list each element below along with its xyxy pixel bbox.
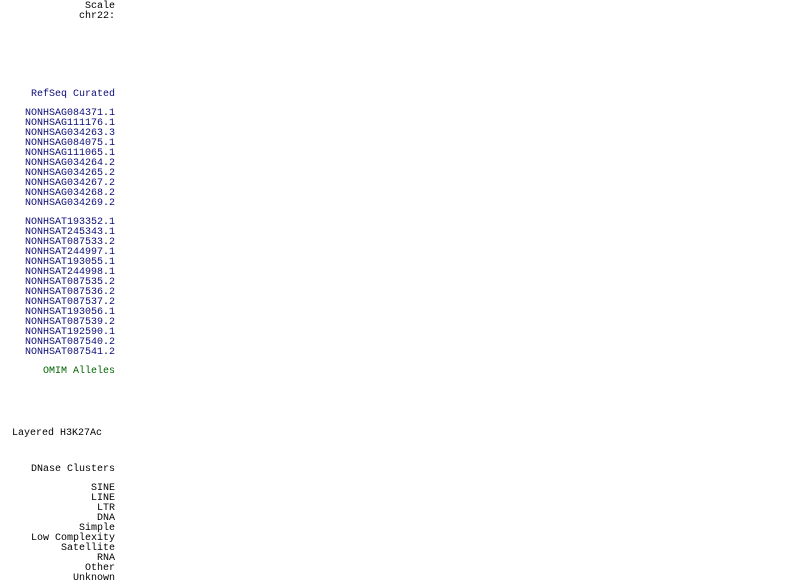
repeat-class-label: Other (84, 563, 115, 574)
refseq-gene-label[interactable]: NONHSAG111065.1 (24, 148, 115, 159)
layered-h3k27ac-track-title[interactable]: Layered H3K27Ac (12, 428, 103, 439)
refseq-transcript-label[interactable]: NONHSAT087541.2 (24, 347, 115, 358)
repeat-class-label: SINE (90, 483, 115, 494)
refseq-transcript-label[interactable]: NONHSAT193055.1 (24, 257, 115, 268)
refseq-gene-label[interactable]: NONHSAG111176.1 (24, 118, 115, 129)
refseq-gene-label[interactable]: NONHSAG034265.2 (24, 168, 115, 179)
dnase-track-title[interactable]: DNase Clusters (30, 464, 115, 475)
refseq-gene-label[interactable]: NONHSAG034267.2 (24, 178, 115, 189)
refseq-transcript-label[interactable]: NONHSAT244998.1 (24, 267, 115, 278)
refseq-transcript-label[interactable]: NONHSAT087536.2 (24, 287, 115, 298)
refseq-gene-label[interactable]: NONHSAG034263.3 (24, 128, 115, 139)
refseq-gene-label[interactable]: NONHSAG084371.1 (24, 108, 115, 119)
refseq-gene-label[interactable]: NONHSAG034269.2 (24, 198, 115, 209)
refseq-transcript-label[interactable]: NONHSAT193352.1 (24, 217, 115, 228)
repeat-class-label: LINE (90, 493, 115, 504)
refseq-gene-label[interactable]: NONHSAG034268.2 (24, 188, 115, 199)
repeat-class-label: Satellite (60, 543, 115, 554)
refseq-transcript-label[interactable]: NONHSAT087537.2 (24, 297, 115, 308)
refseq-transcript-label[interactable]: NONHSAT087539.2 (24, 317, 115, 328)
refseq-gene-label[interactable]: NONHSAG034264.2 (24, 158, 115, 169)
repeat-class-label: LTR (96, 503, 115, 514)
repeat-class-label: Unknown (72, 573, 115, 584)
refseq-transcript-label[interactable]: NONHSAT087540.2 (24, 337, 115, 348)
repeat-class-label: DNA (96, 513, 115, 524)
scale-label: Scale (84, 1, 115, 12)
refseq-transcript-label[interactable]: NONHSAT087535.2 (24, 277, 115, 288)
omim-track-title[interactable]: OMIM Alleles (42, 366, 115, 377)
repeat-class-label: Simple (78, 523, 115, 534)
refseq-transcript-label[interactable]: NONHSAT245343.1 (24, 227, 115, 238)
repeat-class-label: RNA (96, 553, 115, 564)
chrom-label: chr22: (78, 11, 115, 22)
refseq-track-title[interactable]: RefSeq Curated (30, 89, 115, 100)
refseq-transcript-label[interactable]: NONHSAT193056.1 (24, 307, 115, 318)
repeat-class-label: Low Complexity (30, 533, 115, 544)
refseq-gene-label[interactable]: NONHSAG084075.1 (24, 138, 115, 149)
refseq-transcript-label[interactable]: NONHSAT192590.1 (24, 327, 115, 338)
refseq-transcript-label[interactable]: NONHSAT244997.1 (24, 247, 115, 258)
refseq-transcript-label[interactable]: NONHSAT087533.2 (24, 237, 115, 248)
